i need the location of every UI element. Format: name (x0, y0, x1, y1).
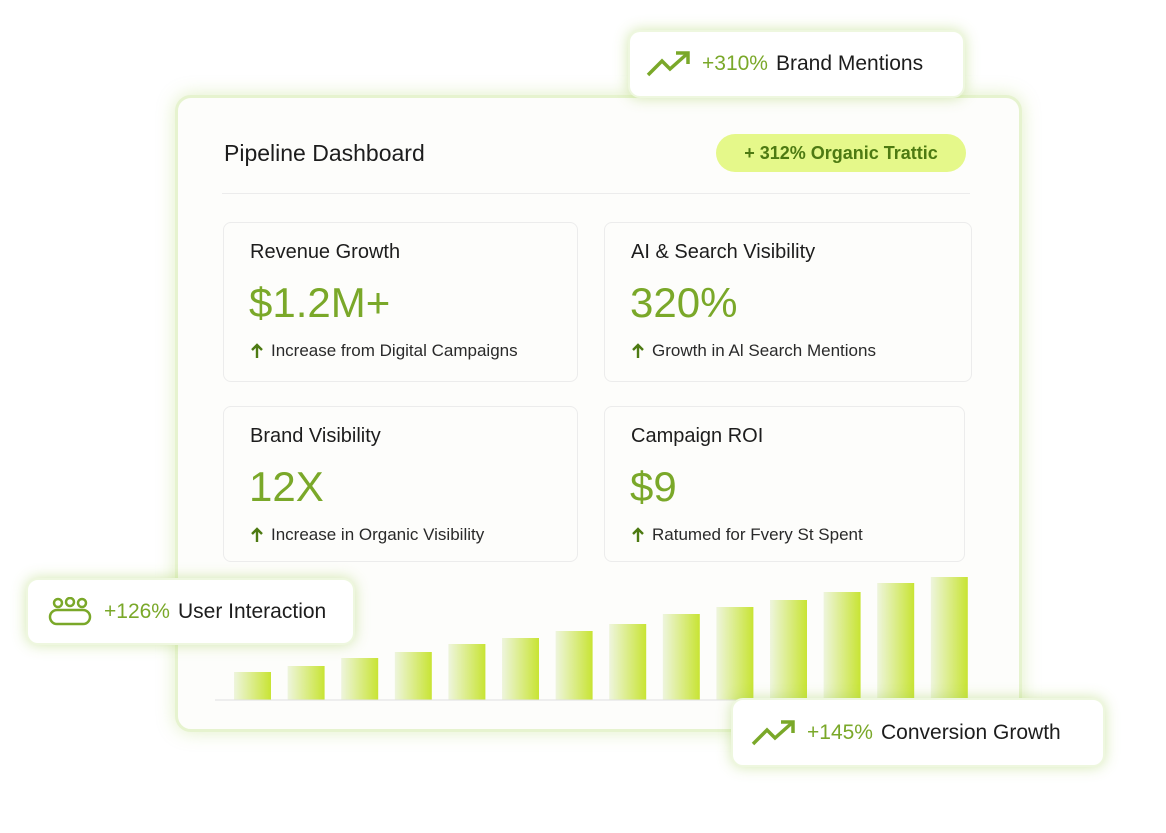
card-title: Revenue Growth (250, 241, 401, 263)
card-value: $9 (630, 463, 677, 510)
badge-label: Brand Mentions (775, 52, 924, 75)
decorative-bar (502, 638, 539, 700)
up-arrow (251, 527, 263, 542)
up-arrow (632, 343, 644, 358)
metric-card: Brand Visibility 12X Increase in Organic… (223, 406, 578, 562)
up-arrow (632, 527, 644, 542)
decorative-bar (930, 577, 968, 700)
badge-label: Conversion Growth (880, 720, 1061, 744)
decorative-bar (555, 631, 593, 700)
decorative-bar (448, 644, 486, 700)
card-value: 12X (249, 463, 324, 510)
decorative-bar (609, 624, 647, 700)
card-note: Growth in Al Search Mentions (652, 341, 876, 360)
decorative-bar (341, 658, 379, 700)
badge: +310% Brand Mentions (628, 30, 965, 98)
card-value: 320% (630, 279, 738, 326)
decorative-bar (770, 600, 807, 700)
bar-group (234, 577, 968, 700)
decorative-bar (823, 592, 861, 700)
decorative-bar (394, 652, 432, 700)
card-note: Ratumed for Fvery St Spent (652, 525, 863, 544)
decorative-bar (287, 666, 325, 700)
card-title: AI & Search Visibility (631, 241, 816, 263)
badge-label: User Interaction (177, 599, 327, 623)
metric-card: Revenue Growth $1.2M+ Increase from Digi… (223, 222, 578, 382)
dashboard-title: Pipeline Dashboard (224, 140, 425, 166)
card-note: Increase in Organic Visibility (271, 525, 485, 544)
badge-value: +310% (702, 52, 768, 75)
decorative-bar (234, 672, 271, 700)
divider (222, 193, 970, 194)
traffic-pill: + 312% Organic Trattic (716, 134, 966, 172)
card-title: Campaign ROI (631, 425, 764, 447)
badge: +145% Conversion Growth (731, 698, 1105, 767)
trend-icon (751, 719, 795, 745)
card-note: Increase from Digital Campaigns (271, 341, 518, 360)
decorative-bars (215, 577, 975, 701)
metric-card: AI & Search Visibility 320% Growth in Al… (604, 222, 972, 382)
decorative-bar (716, 607, 754, 700)
card-value: $1.2M+ (249, 279, 391, 326)
up-arrow (251, 343, 263, 358)
users-icon (48, 596, 92, 625)
badge-value: +145% (807, 720, 873, 744)
card-title: Brand Visibility (250, 425, 381, 447)
badge-value: +126% (104, 599, 170, 623)
metric-card: Campaign ROI $9 Ratumed for Fvery St Spe… (604, 406, 965, 562)
trend-icon (646, 51, 690, 77)
decorative-bar (662, 614, 700, 700)
badge: +126% User Interaction (26, 578, 355, 645)
decorative-bar (877, 583, 915, 700)
